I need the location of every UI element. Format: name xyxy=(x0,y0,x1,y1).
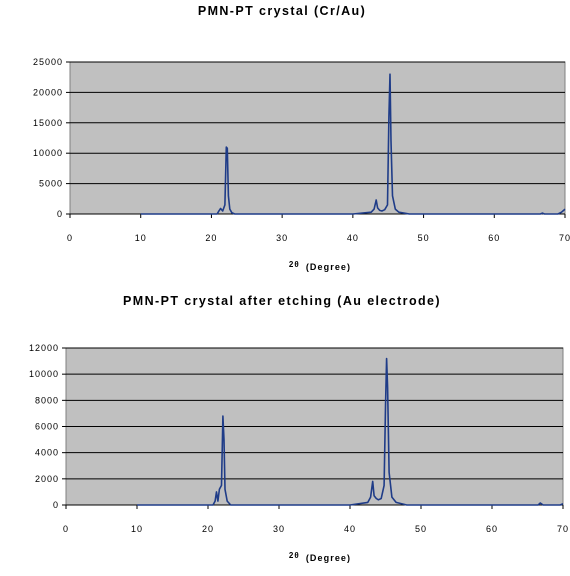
chart-1-x-tick-labels: 0 10 20 30 40 50 60 70 xyxy=(67,214,570,243)
chart-2-series-line xyxy=(137,357,564,506)
x-tick-label: 30 xyxy=(273,524,285,534)
x-tick-label: 10 xyxy=(135,233,147,243)
y-tick-label: 0 xyxy=(57,209,63,219)
y-tick-label: 2000 xyxy=(35,474,59,484)
x-tick-label: 60 xyxy=(488,233,500,243)
chart-2-title: PMN-PT crystal after etching (Au electro… xyxy=(123,294,441,308)
chart-cr-au: PMN-PT crystal (Cr/Au) 0 5000 10000 15000 20… xyxy=(33,4,570,272)
chart-2-y-tick-labels: 0 2000 4000 6000 8000 10000 12000 xyxy=(29,343,59,510)
x-tick-label: 70 xyxy=(559,233,570,243)
y-tick-label: 8000 xyxy=(35,395,59,405)
x-tick-label: 0 xyxy=(63,524,69,534)
x-tick-label: 40 xyxy=(347,233,359,243)
chart-2-x-axis-label: 2θ (Degree) xyxy=(289,551,351,563)
y-tick-label: 6000 xyxy=(35,422,59,432)
chart-au-electrode: PMN-PT crystal after etching (Au electro… xyxy=(29,294,569,563)
x-tick-label: 60 xyxy=(486,524,498,534)
y-tick-label: 20000 xyxy=(33,87,63,97)
x-tick-label: 0 xyxy=(67,233,73,243)
chart-1-y-tick-labels: 0 5000 10000 15000 20000 25000 xyxy=(33,57,63,219)
y-tick-label: 5000 xyxy=(39,179,63,189)
y-tick-label: 0 xyxy=(53,500,59,510)
chart-2-x-tick-labels: 0 10 20 30 40 50 60 70 xyxy=(63,505,569,534)
x-tick-label: 10 xyxy=(131,524,143,534)
y-tick-label: 4000 xyxy=(35,448,59,458)
x-tick-label: 20 xyxy=(205,233,217,243)
x-tick-label: 20 xyxy=(202,524,214,534)
chart-1-x-axis-label: 2θ (Degree) xyxy=(289,260,351,272)
chart-1-title: PMN-PT crystal (Cr/Au) xyxy=(198,4,366,18)
y-tick-label: 10000 xyxy=(33,148,63,158)
y-tick-label: 10000 xyxy=(29,369,59,379)
x-tick-label: 70 xyxy=(557,524,569,534)
chart-1-plot-area xyxy=(69,61,566,215)
y-tick-label: 15000 xyxy=(33,118,63,128)
y-tick-label: 25000 xyxy=(33,57,63,67)
x-tick-label: 40 xyxy=(344,524,356,534)
x-tick-label: 50 xyxy=(418,233,430,243)
y-tick-label: 12000 xyxy=(29,343,59,353)
x-tick-label: 50 xyxy=(415,524,427,534)
chart-1-series-line xyxy=(140,73,566,215)
x-tick-label: 30 xyxy=(276,233,288,243)
